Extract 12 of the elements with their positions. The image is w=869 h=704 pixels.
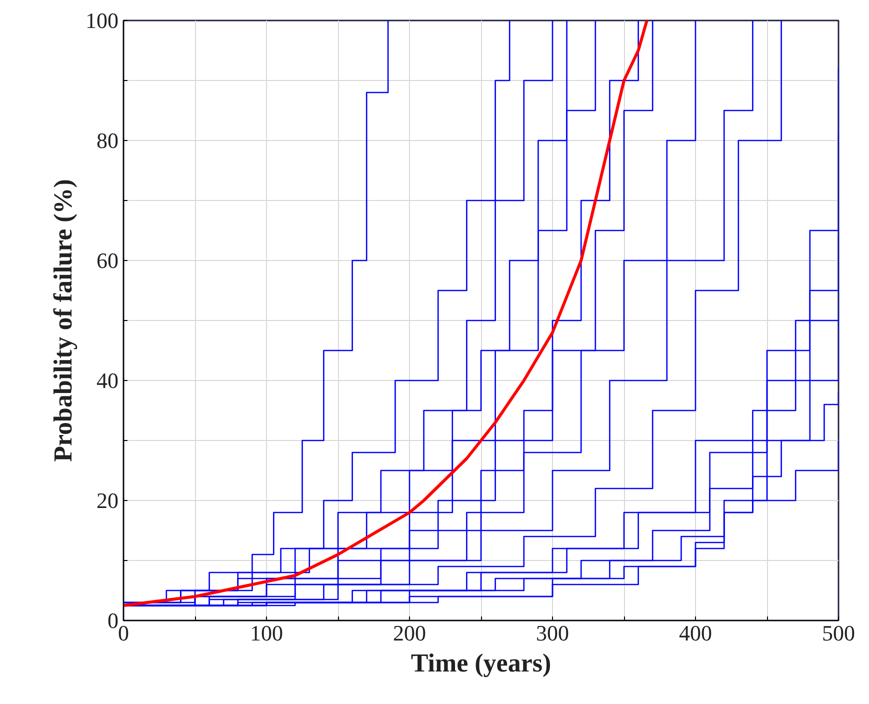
y-tick-label: 100 — [86, 8, 118, 33]
x-tick-label: 100 — [250, 620, 283, 646]
y-axis-title: Probability of failure (%) — [48, 179, 78, 462]
y-tick-label: 60 — [96, 248, 118, 273]
y-tick-label: 20 — [96, 488, 118, 513]
x-tick-label: 500 — [822, 620, 855, 646]
x-tick-label: 400 — [679, 620, 712, 646]
y-tick-label: 40 — [96, 368, 118, 393]
x-tick-label: 200 — [393, 620, 426, 646]
x-axis-title: Time (years) — [410, 648, 552, 678]
y-tick-label: 80 — [96, 128, 118, 153]
x-tick-label: 300 — [536, 620, 569, 646]
